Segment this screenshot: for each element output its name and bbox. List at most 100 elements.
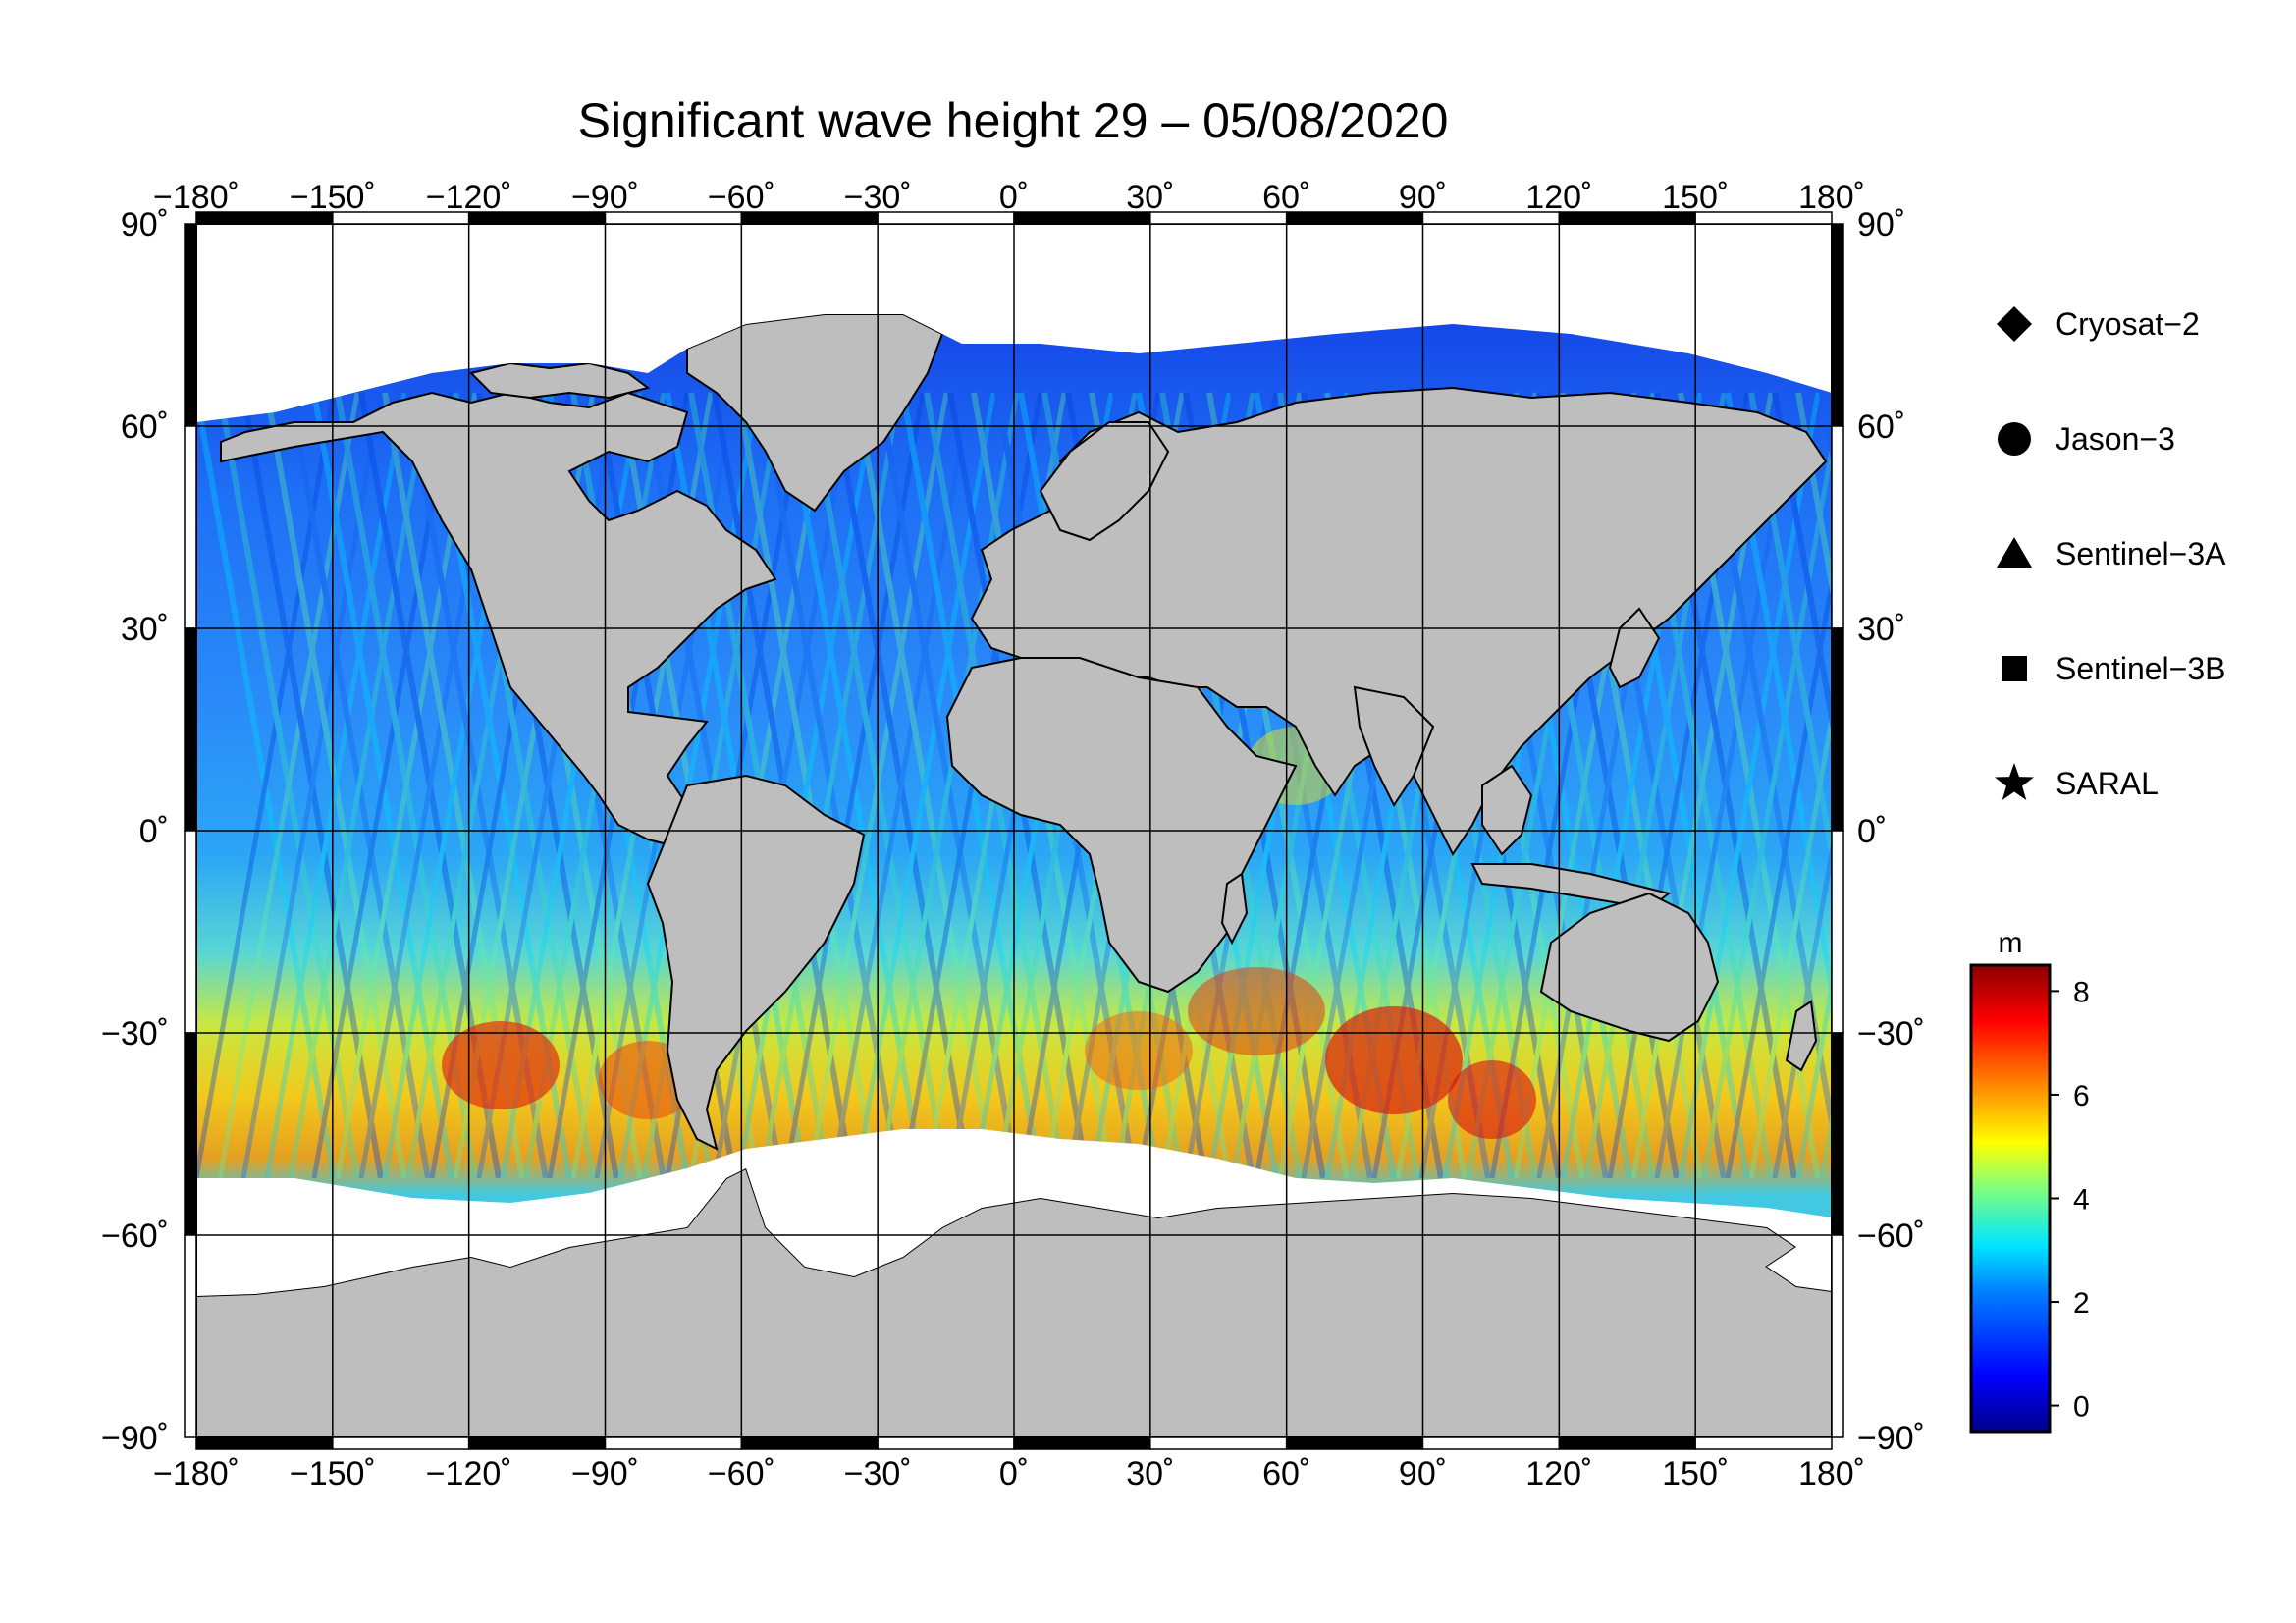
swath-streak bbox=[782, 392, 926, 1179]
frame-segment-right bbox=[1831, 830, 1844, 1034]
lon-tick-label-top: −60˚ bbox=[708, 179, 775, 216]
lat-tick-label-right: 60˚ bbox=[1857, 408, 1905, 446]
frame-segment-bottom bbox=[332, 1436, 470, 1450]
lon-tick-label-bottom: −150˚ bbox=[290, 1455, 376, 1492]
colorbar-tick-label: 4 bbox=[2073, 1184, 2090, 1217]
frame-segment-left bbox=[184, 830, 197, 1034]
frame-segment-bottom bbox=[1694, 1436, 1833, 1450]
swath-streak bbox=[264, 392, 407, 1179]
lon-tick-label-bottom: 30˚ bbox=[1126, 1455, 1174, 1492]
legend-item-label: Cryosat−2 bbox=[2056, 306, 2200, 342]
swath-streak bbox=[196, 392, 337, 1179]
map-panel bbox=[196, 224, 1832, 1437]
india bbox=[1353, 685, 1435, 807]
lon-tick-label-bottom: −90˚ bbox=[571, 1455, 639, 1492]
lon-tick-label-bottom: −60˚ bbox=[708, 1455, 775, 1492]
lon-tick-label-top: 180˚ bbox=[1798, 179, 1865, 216]
square-icon bbox=[2002, 656, 2027, 681]
swath-streak bbox=[311, 392, 454, 1179]
swath-streak bbox=[1725, 568, 1832, 1179]
frame-segment-left bbox=[184, 223, 197, 427]
australia bbox=[1539, 892, 1720, 1043]
eurasia bbox=[970, 386, 1828, 856]
triangle-icon bbox=[1997, 537, 2032, 568]
legend-item-label: SARAL bbox=[2056, 766, 2159, 801]
lon-tick-label-bottom: 90˚ bbox=[1399, 1455, 1447, 1492]
frame-segment-left bbox=[184, 627, 197, 832]
lon-tick-label-bottom: −120˚ bbox=[426, 1455, 512, 1492]
frame-segment-left bbox=[184, 425, 197, 629]
swath-streak bbox=[217, 392, 360, 1179]
colorbar-tick-label: 6 bbox=[2073, 1080, 2090, 1112]
lat-right-labels: 90˚ 60˚ 30˚ 0˚ −30˚ −60˚ −90˚ bbox=[1857, 206, 1925, 1457]
legend-item: Cryosat−2 bbox=[1997, 306, 2200, 342]
frame-segment-bottom bbox=[1421, 1436, 1561, 1450]
lat-tick-label-right: −30˚ bbox=[1857, 1015, 1925, 1053]
swath-streak bbox=[1701, 434, 1832, 1179]
swath-streak bbox=[735, 392, 879, 1179]
lon-tick-label-top: 30˚ bbox=[1126, 179, 1174, 216]
frame-segment-right bbox=[1831, 223, 1844, 427]
swath-streak bbox=[1795, 973, 1832, 1179]
swath-streak bbox=[288, 392, 431, 1179]
lon-tick-label-top: −180˚ bbox=[153, 179, 240, 216]
frame-segment-bottom bbox=[1013, 1436, 1151, 1450]
star-icon bbox=[1995, 763, 2034, 800]
lat-tick-label-left: 30˚ bbox=[121, 611, 169, 648]
swath-streak bbox=[240, 392, 384, 1179]
lon-tick-label-top: −150˚ bbox=[290, 179, 376, 216]
lon-tick-label-bottom: −30˚ bbox=[844, 1455, 912, 1492]
colorbar-unit: m bbox=[1999, 927, 2023, 959]
swath-streak bbox=[1795, 392, 1832, 601]
lat-tick-label-left: −90˚ bbox=[101, 1420, 169, 1457]
chart-title: Significant wave height 29 – 05/08/2020 bbox=[578, 93, 1449, 148]
lon-tick-label-top: 90˚ bbox=[1399, 179, 1447, 216]
swath-streak bbox=[288, 392, 431, 1179]
frame-segment-bottom bbox=[1149, 1436, 1288, 1450]
satellite-legend: Cryosat−2 Jason−3 Sentinel−3A Sentinel−3B SA… bbox=[1995, 306, 2226, 801]
legend-item: SARAL bbox=[1995, 763, 2159, 801]
swath-streak bbox=[877, 392, 1020, 1179]
swath-streak bbox=[1654, 392, 1797, 1179]
swath-streak bbox=[759, 392, 902, 1179]
lon-tick-label-bottom: −180˚ bbox=[153, 1455, 240, 1492]
frame-segment-right bbox=[1831, 627, 1844, 832]
colorbar-ticks: 8 6 4 2 0 bbox=[2050, 976, 2090, 1424]
colorbar-tick-label: 8 bbox=[2073, 976, 2090, 1008]
south-america bbox=[646, 774, 866, 1151]
frame-segment-bottom bbox=[740, 1436, 879, 1450]
swath-streak bbox=[759, 392, 902, 1179]
legend-item: Jason−3 bbox=[1998, 421, 2175, 457]
frame-segment-left bbox=[184, 1234, 197, 1438]
lat-tick-label-right: 0˚ bbox=[1857, 813, 1887, 850]
lat-tick-label-left: 60˚ bbox=[121, 408, 169, 446]
swath-streak bbox=[264, 392, 407, 1179]
lon-bottom-labels: −180˚ −150˚ −120˚ −90˚ −60˚ −30˚ 0˚ 30˚ 60˚ 90˚ 12… bbox=[153, 1455, 1865, 1492]
frame-segment-right bbox=[1831, 1032, 1844, 1236]
lon-tick-label-top: 0˚ bbox=[999, 179, 1029, 216]
lon-tick-label-top: 120˚ bbox=[1525, 179, 1592, 216]
legend-item: Sentinel−3B bbox=[2002, 651, 2225, 686]
frame-segment-bottom bbox=[604, 1436, 743, 1450]
swath-streak bbox=[240, 392, 384, 1179]
lat-tick-label-left: −30˚ bbox=[101, 1015, 169, 1053]
swath-streak bbox=[877, 392, 1020, 1179]
circle-icon bbox=[1998, 422, 2031, 456]
frame-segment-bottom bbox=[1558, 1436, 1696, 1450]
frame-segment-left bbox=[184, 1032, 197, 1236]
arctic-islands bbox=[469, 361, 651, 400]
swath-streak bbox=[853, 392, 996, 1179]
swath-streak bbox=[853, 392, 996, 1179]
frame-segment-bottom bbox=[877, 1436, 1015, 1450]
madagascar bbox=[1220, 872, 1249, 946]
swath-streak bbox=[196, 392, 337, 1179]
lat-tick-label-right: −60˚ bbox=[1857, 1217, 1925, 1255]
colorbar-gradient bbox=[1969, 963, 2052, 1434]
frame-segment-bottom bbox=[195, 1436, 334, 1450]
frame-segment-right bbox=[1831, 1234, 1844, 1438]
scandinavia bbox=[1039, 421, 1170, 542]
frame-bars bbox=[184, 211, 1844, 1450]
swath-streak bbox=[311, 392, 454, 1179]
legend-item: Sentinel−3A bbox=[1997, 536, 2226, 571]
